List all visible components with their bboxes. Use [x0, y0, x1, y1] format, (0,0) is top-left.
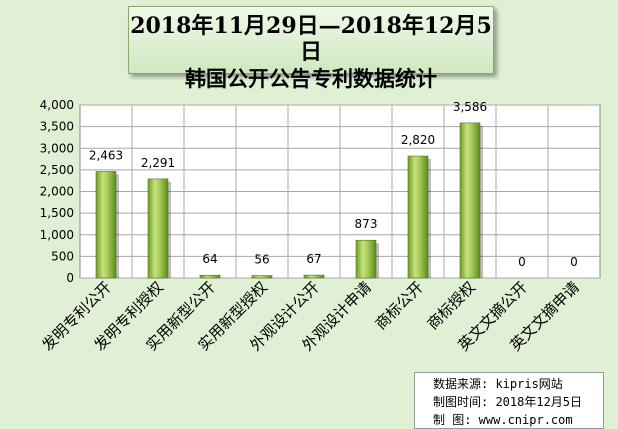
source-line: 数据来源: kipris网站 [433, 377, 563, 391]
data-label: 2,463 [89, 148, 123, 162]
y-tick-label: 2,500 [40, 163, 74, 177]
bar [355, 239, 377, 279]
data-source-box: 数据来源: kipris网站 制图时间: 2018年12月5日 制 图: www… [414, 372, 604, 429]
chart-title-line1: 2018年11月29日—2018年12月5日 [130, 13, 492, 65]
bar [251, 275, 273, 279]
data-label: 0 [518, 255, 526, 269]
data-label: 2,291 [141, 156, 175, 170]
y-tick-label: 4,000 [40, 98, 74, 112]
y-tick-label: 3,500 [40, 120, 74, 134]
data-label: 3,586 [453, 100, 487, 114]
chart-title-box: 2018年11月29日—2018年12月5日 韩国公开公告专利数据统计 [128, 6, 494, 91]
bar [95, 171, 117, 279]
data-label: 67 [306, 252, 321, 266]
y-tick-label: 0 [66, 271, 74, 285]
y-tick-label: 1,000 [40, 228, 74, 242]
data-label: 873 [355, 217, 378, 231]
y-tick-label: 1,500 [40, 206, 74, 220]
bar [199, 274, 221, 279]
bar [303, 274, 325, 279]
chart-title-line2: 韩国公开公告专利数据统计 [185, 67, 437, 91]
bar [147, 178, 169, 279]
bar [407, 155, 429, 279]
chart-maker-line: 制 图: www.cnipr.com [433, 413, 573, 427]
data-label: 2,820 [401, 133, 435, 147]
y-tick-label: 3,000 [40, 141, 74, 155]
chart-date-line: 制图时间: 2018年12月5日 [433, 395, 583, 409]
y-tick-label: 500 [51, 249, 74, 263]
y-tick-label: 2,000 [40, 185, 74, 199]
x-tick-label: 商标公开 [372, 278, 427, 333]
data-label: 64 [202, 252, 217, 266]
data-label: 0 [570, 255, 578, 269]
bar [459, 122, 481, 279]
data-label: 56 [254, 253, 269, 267]
